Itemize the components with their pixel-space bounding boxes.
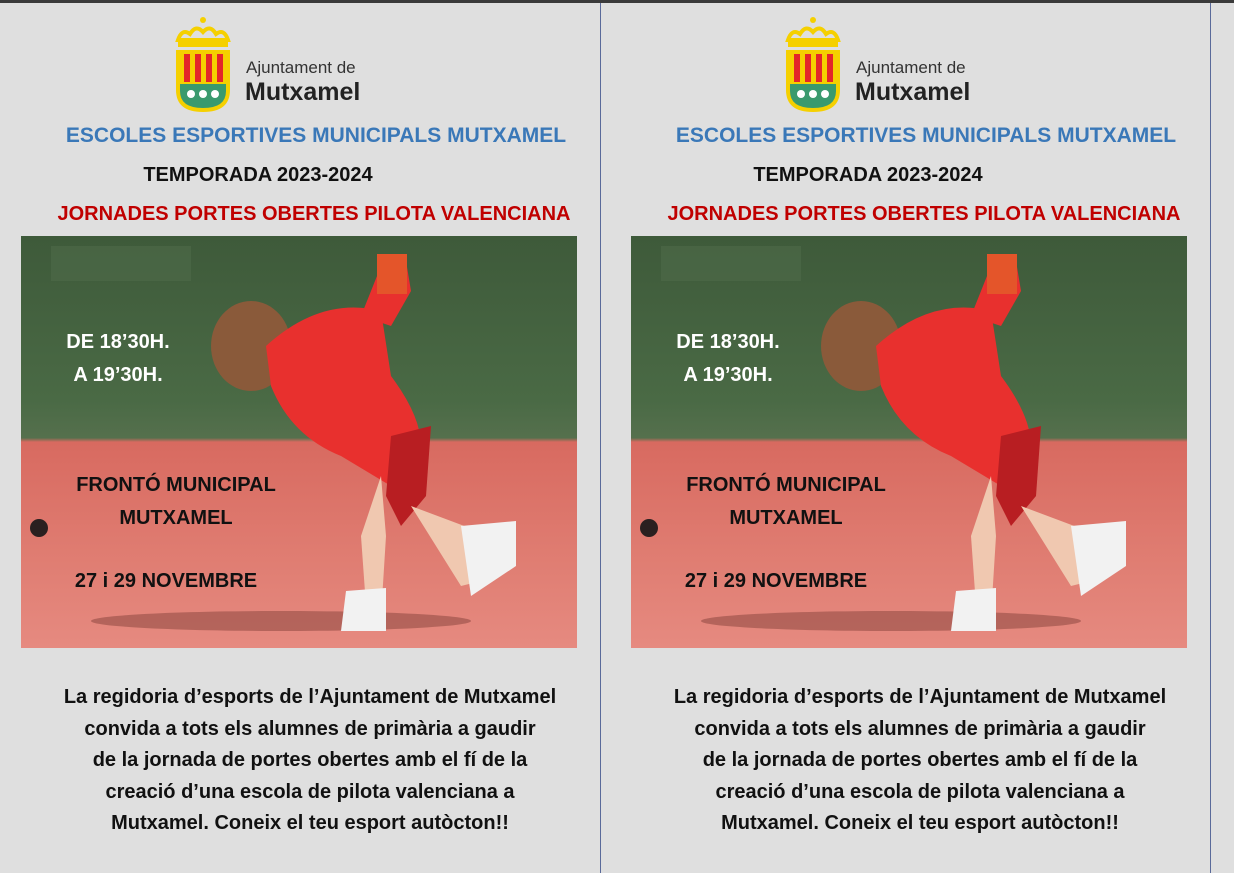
venue-line-2: MUTXAMEL xyxy=(119,507,233,529)
description: La regidoria d’esports de l’Ajuntament d… xyxy=(10,682,610,840)
flyer: Ajuntament de Mutxamel ESCOLES ESPORTIVE… xyxy=(610,0,1210,873)
coat-of-arms-icon xyxy=(785,17,841,112)
time-line-1: DE 18’30H. xyxy=(676,331,780,353)
description-line: convida a tots els alumnes de primària a… xyxy=(694,717,1146,740)
logo-name: Mutxamel xyxy=(245,78,361,106)
description-line: creació d’una escola de pilota valencian… xyxy=(105,780,515,803)
logo-text: Ajuntament de xyxy=(856,58,966,77)
pilota-player-photo: DE 18’30H. A 19’30H. FRONTÓ MUNICIPAL MU… xyxy=(21,236,577,648)
page-divider xyxy=(1210,3,1211,873)
description-line: de la jornada de portes obertes amb el f… xyxy=(92,749,528,771)
ajuntament-logo: Ajuntament de Mutxamel xyxy=(172,14,402,114)
time-line-1: DE 18’30H. xyxy=(66,331,170,353)
description-line: creació d’una escola de pilota valencian… xyxy=(715,780,1125,803)
description-line: Mutxamel. Coneix el teu esport autòcton!… xyxy=(721,812,1119,834)
top-bar xyxy=(0,0,1234,3)
venue-line-1: FRONTÓ MUNICIPAL xyxy=(686,474,886,496)
ajuntament-logo: Ajuntament de Mutxamel xyxy=(782,14,1012,114)
venue-line-1: FRONTÓ MUNICIPAL xyxy=(76,474,276,496)
season: TEMPORADA 2023-2024 xyxy=(753,164,983,186)
venue-line-2: MUTXAMEL xyxy=(729,507,843,529)
flyer: Ajuntament de Mutxamel ESCOLES ESPORTIVE… xyxy=(0,0,600,873)
program-title: ESCOLES ESPORTIVES MUNICIPALS MUTXAMEL xyxy=(675,124,1177,147)
time-line-2: A 19’30H. xyxy=(73,364,163,386)
page-divider xyxy=(600,3,601,873)
time-line-2: A 19’30H. xyxy=(683,364,773,386)
event-dates: 27 i 29 NOVEMBRE xyxy=(684,570,868,592)
program-title: ESCOLES ESPORTIVES MUNICIPALS MUTXAMEL xyxy=(65,124,567,147)
logo-text: Ajuntament de xyxy=(246,58,356,77)
event-title: JORNADES PORTES OBERTES PILOTA VALENCIAN… xyxy=(667,203,1181,225)
description-line: de la jornada de portes obertes amb el f… xyxy=(702,749,1138,771)
description: La regidoria d’esports de l’Ajuntament d… xyxy=(620,682,1220,840)
description-line: La regidoria d’esports de l’Ajuntament d… xyxy=(63,686,557,708)
coat-of-arms-icon xyxy=(175,17,231,112)
description-line: convida a tots els alumnes de primària a… xyxy=(84,717,536,740)
event-title: JORNADES PORTES OBERTES PILOTA VALENCIAN… xyxy=(57,203,571,225)
description-line: La regidoria d’esports de l’Ajuntament d… xyxy=(673,686,1167,708)
description-line: Mutxamel. Coneix el teu esport autòcton!… xyxy=(111,812,509,834)
event-dates: 27 i 29 NOVEMBRE xyxy=(74,570,258,592)
season: TEMPORADA 2023-2024 xyxy=(143,164,373,186)
logo-name: Mutxamel xyxy=(855,78,971,106)
pilota-player-photo: DE 18’30H. A 19’30H. FRONTÓ MUNICIPAL MU… xyxy=(631,236,1187,648)
